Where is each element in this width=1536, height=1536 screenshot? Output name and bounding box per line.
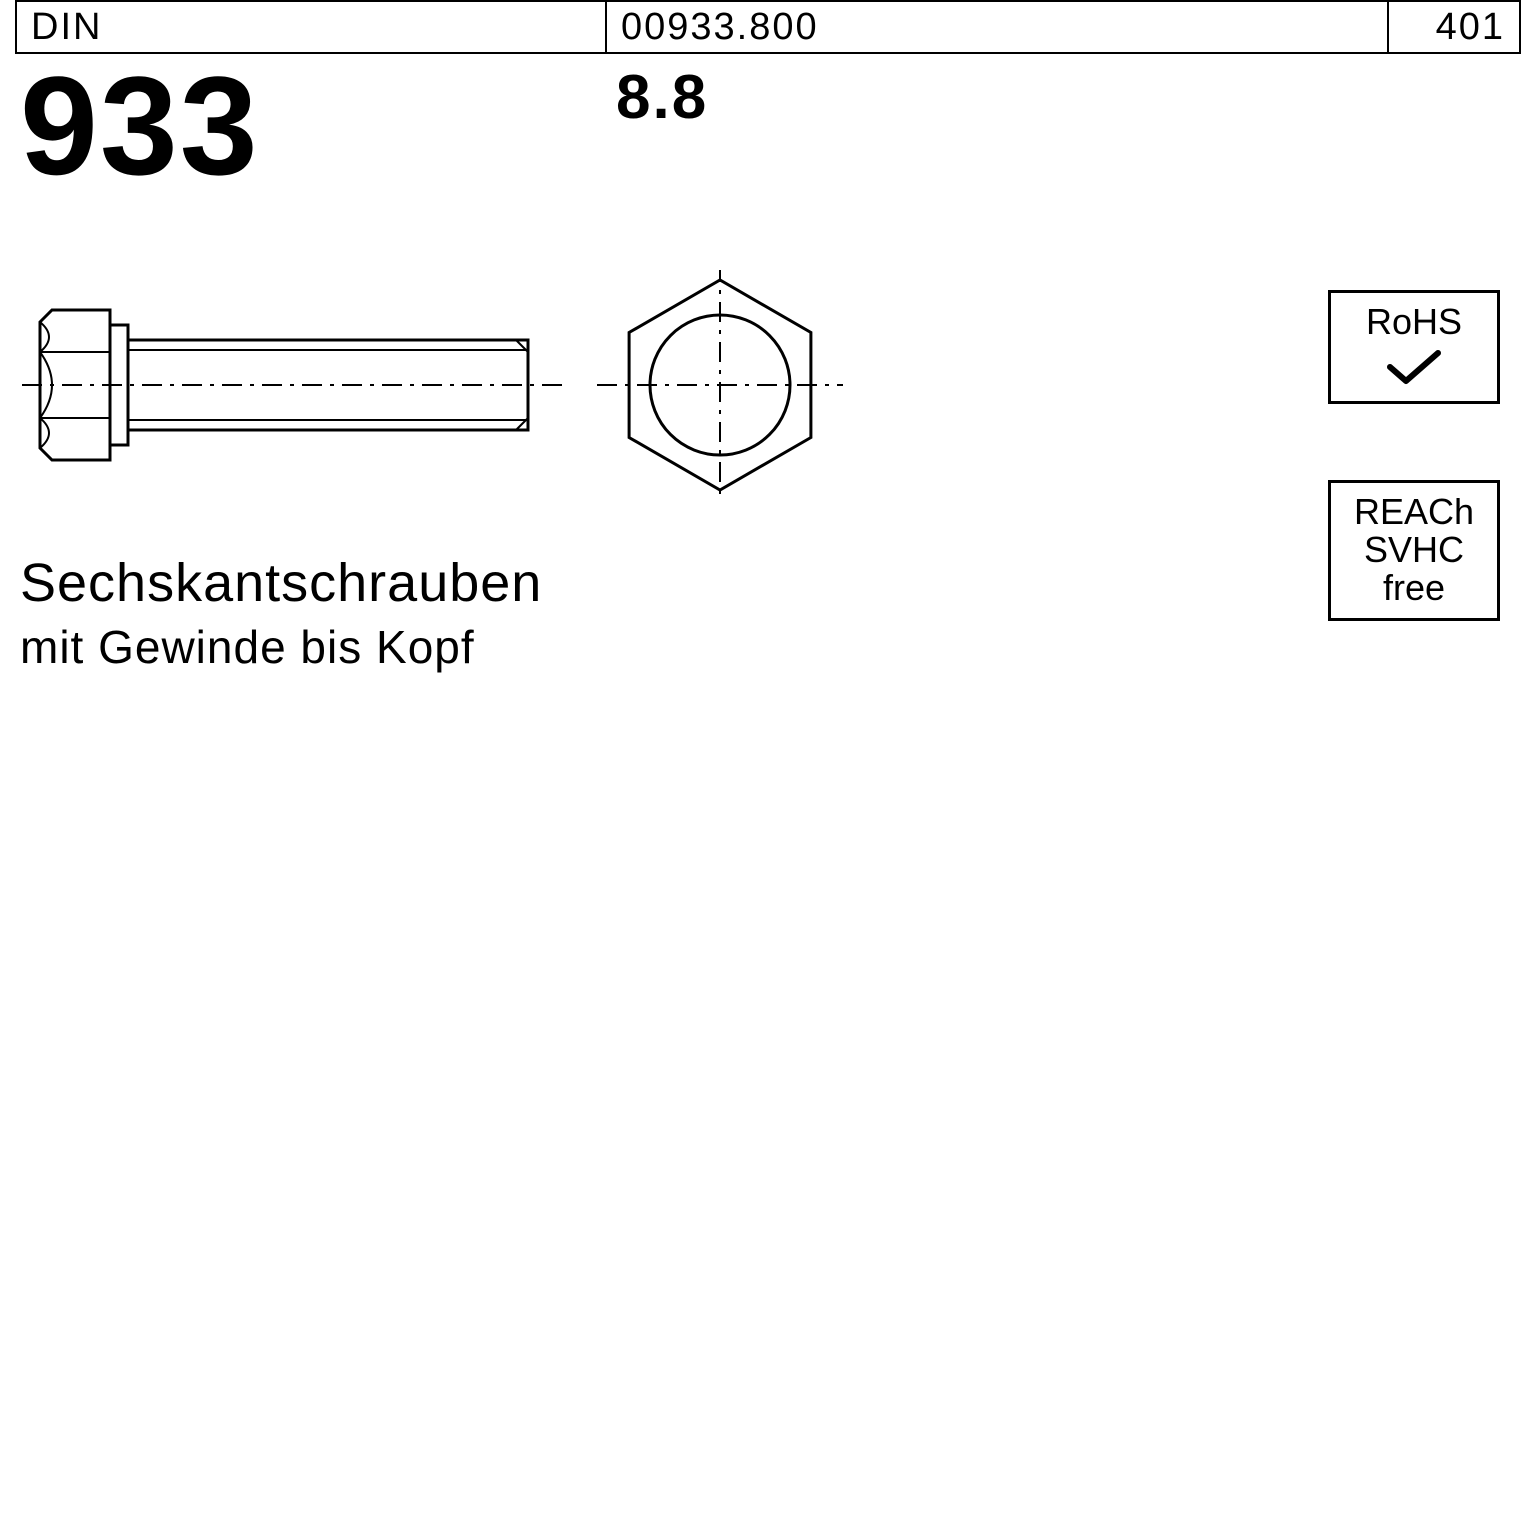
product-subtitle: mit Gewinde bis Kopf — [20, 620, 542, 674]
reach-label-2: SVHC — [1337, 531, 1491, 569]
header-page-code: 401 — [1389, 2, 1519, 52]
reach-badge: REACh SVHC free — [1328, 480, 1500, 621]
header-standard-label: DIN — [17, 2, 607, 52]
rohs-badge: RoHS — [1328, 290, 1500, 404]
header-row: DIN 00933.800 401 — [15, 0, 1521, 54]
strength-grade: 8.8 — [616, 62, 708, 133]
check-icon — [1384, 347, 1444, 389]
rohs-label: RoHS — [1337, 303, 1491, 341]
technical-drawing — [20, 270, 920, 500]
din-number: 933 — [20, 56, 260, 196]
reach-label-3: free — [1337, 569, 1491, 607]
bolt-drawing-icon — [20, 270, 920, 500]
header-article-number: 00933.800 — [607, 2, 1389, 52]
product-description: Sechskantschrauben mit Gewinde bis Kopf — [20, 552, 542, 674]
datasheet-page: DIN 00933.800 401 933 8.8 Sechskantschra… — [0, 0, 1536, 1536]
product-title: Sechskantschrauben — [20, 552, 542, 614]
reach-label-1: REACh — [1337, 493, 1491, 531]
